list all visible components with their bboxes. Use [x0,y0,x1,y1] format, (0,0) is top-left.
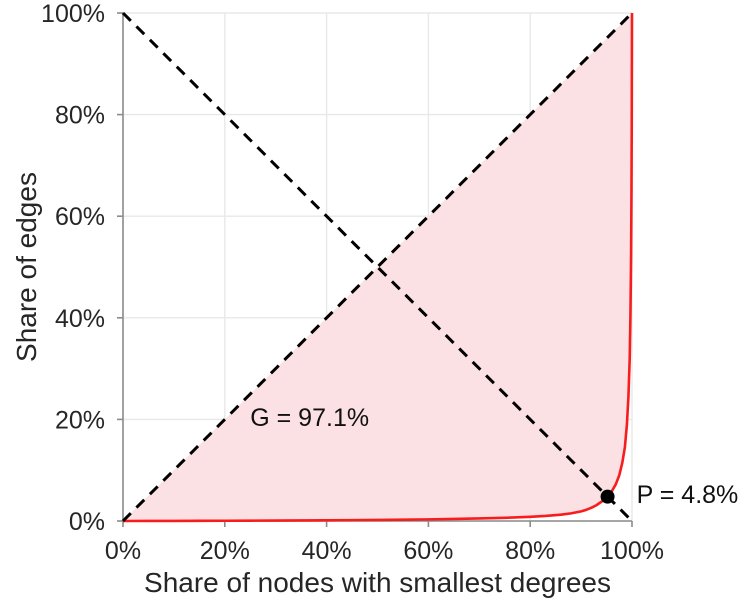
x-tick-label: 80% [505,537,555,565]
equality-diagonal-line [121,11,634,523]
anti-diagonal-line [121,11,634,523]
x-tick-label: 100% [600,537,664,565]
x-axis-label: Share of nodes with smallest degrees [144,567,611,598]
y-tick-label: 40% [55,305,105,333]
y-tick-label: 100% [41,0,105,28]
x-tick-label: 0% [105,537,141,565]
x-tick-label: 40% [302,537,352,565]
y-tick-label: 20% [55,406,105,434]
x-tick-label: 20% [200,537,250,565]
y-tick-label: 0% [69,508,105,536]
lorenz-curve-line [122,12,634,523]
p-annotation: P = 4.8% [636,481,739,510]
gini-annotation: G = 97.1% [250,404,370,433]
y-tick-label: 80% [55,102,105,130]
y-tick-label: 60% [55,203,105,231]
x-tick-label: 60% [403,537,453,565]
point-p-marker [600,489,615,504]
y-axis-label: Share of edges [11,172,42,362]
